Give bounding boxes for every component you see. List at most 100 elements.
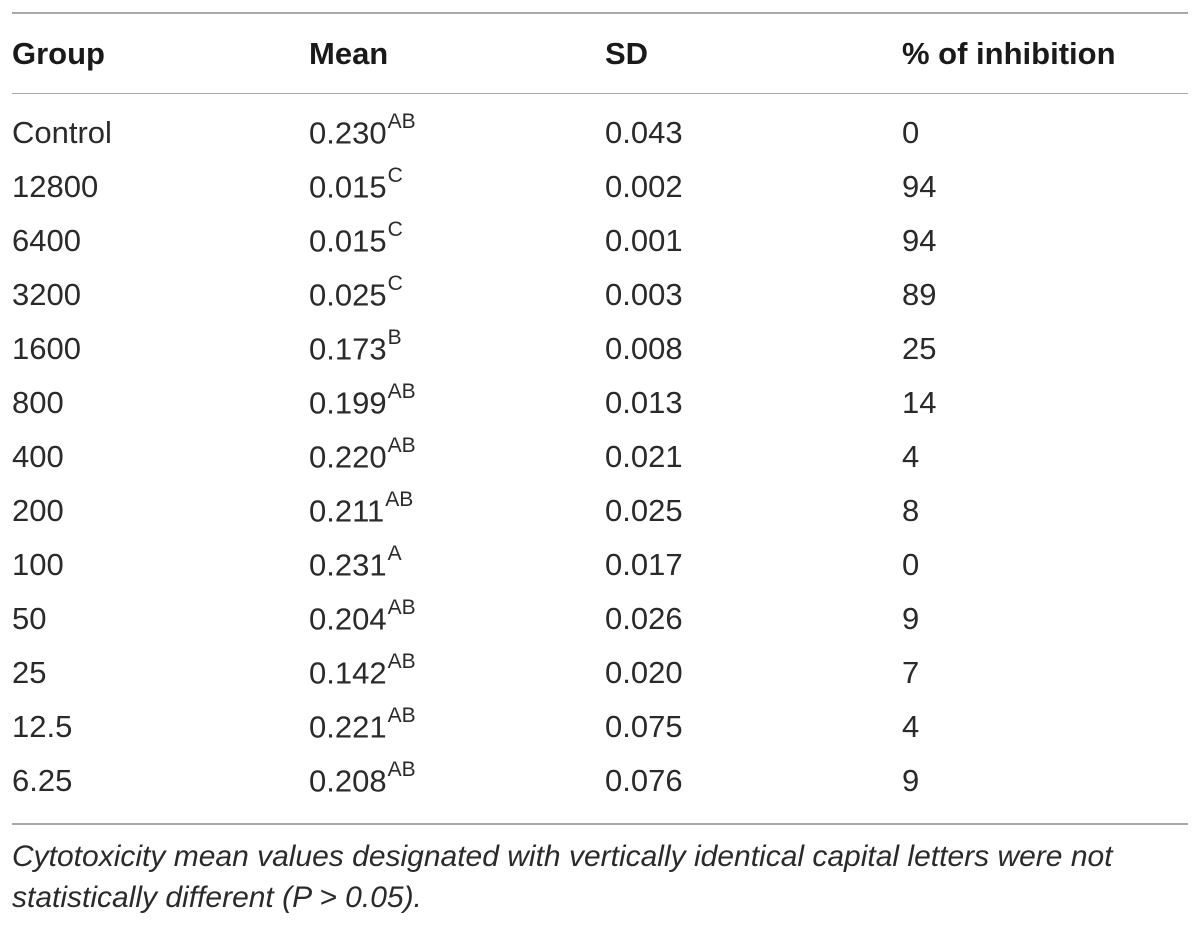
cell-mean: 0.015C (309, 214, 605, 268)
cell-sd: 0.021 (605, 439, 683, 474)
cell-inhibition: 4 (902, 709, 920, 744)
cell-sd: 0.002 (605, 169, 683, 204)
mean-value: 0.221 (309, 709, 387, 745)
table-body: Control 0.230AB 0.043 0 12800 0.015C 0.002 94 64… (12, 93, 1188, 808)
table-header-row: Group Mean SD % of inhibition (12, 14, 1188, 93)
cell-mean: 0.015C (309, 160, 605, 214)
significance-letters: AB (387, 650, 416, 674)
cell-inhibition: 0 (902, 547, 920, 582)
cell-sd: 0.008 (605, 331, 683, 366)
mean-value: 0.173 (309, 331, 387, 367)
cell-sd: 0.026 (605, 601, 683, 636)
cell-inhibition: 89 (902, 277, 937, 312)
cell-inhibition: 9 (902, 601, 920, 636)
significance-letters: AB (387, 758, 416, 782)
significance-letters: C (387, 218, 403, 242)
table-row: 200 0.211AB 0.025 8 (12, 484, 1188, 538)
table-row: 6400 0.015C 0.001 94 (12, 214, 1188, 268)
cell-group: 12.5 (12, 709, 73, 744)
mean-value: 0.211 (309, 493, 385, 529)
cell-inhibition: 94 (902, 169, 937, 204)
significance-letters: A (387, 542, 402, 566)
mean-value: 0.015 (309, 169, 387, 205)
mean-value: 0.142 (309, 655, 387, 691)
cell-group: 800 (12, 385, 64, 420)
significance-letters: C (387, 272, 403, 296)
cell-inhibition: 8 (902, 493, 920, 528)
cytotoxicity-table: Group Mean SD % of inhibition Control 0.2… (12, 14, 1188, 808)
cell-mean: 0.230AB (309, 93, 605, 160)
table-row: 50 0.204AB 0.026 9 (12, 592, 1188, 646)
cell-sd: 0.025 (605, 493, 683, 528)
table-row: 12.5 0.221AB 0.075 4 (12, 700, 1188, 754)
header-mean: Mean (309, 35, 389, 71)
table-row: 1600 0.173B 0.008 25 (12, 322, 1188, 376)
cell-group: 6400 (12, 223, 81, 258)
cell-sd: 0.075 (605, 709, 683, 744)
cell-inhibition: 14 (902, 385, 937, 420)
table-row: Control 0.230AB 0.043 0 (12, 93, 1188, 160)
cell-inhibition: 25 (902, 331, 937, 366)
cell-group: 100 (12, 547, 64, 582)
cell-inhibition: 0 (902, 115, 920, 150)
mean-value: 0.208 (309, 763, 387, 799)
cell-inhibition: 7 (902, 655, 920, 690)
cell-mean: 0.231A (309, 538, 605, 592)
cell-sd: 0.043 (605, 115, 683, 150)
cell-sd: 0.076 (605, 763, 683, 798)
mean-value: 0.015 (309, 223, 387, 259)
table-row: 3200 0.025C 0.003 89 (12, 268, 1188, 322)
significance-letters: AB (387, 704, 416, 728)
table-footnote: Cytotoxicity mean values designated with… (12, 840, 1113, 914)
mean-value: 0.220 (309, 439, 387, 475)
cell-mean: 0.025C (309, 268, 605, 322)
cell-inhibition: 94 (902, 223, 937, 258)
cell-sd: 0.001 (605, 223, 683, 258)
cell-inhibition: 4 (902, 439, 920, 474)
significance-letters: AB (387, 110, 416, 134)
cell-group: 200 (12, 493, 64, 528)
cell-mean: 0.204AB (309, 592, 605, 646)
cell-mean: 0.221AB (309, 700, 605, 754)
cell-group: 6.25 (12, 763, 73, 798)
cell-sd: 0.013 (605, 385, 683, 420)
cell-group: Control (12, 115, 112, 150)
cell-group: 50 (12, 601, 47, 636)
table-row: 800 0.199AB 0.013 14 (12, 376, 1188, 430)
header-inhibition: % of inhibition (902, 35, 1116, 71)
header-group: Group (12, 35, 105, 71)
table-row: 25 0.142AB 0.020 7 (12, 646, 1188, 700)
cell-group: 25 (12, 655, 47, 690)
header-sd: SD (605, 35, 649, 71)
significance-letters: AB (387, 380, 416, 404)
significance-letters: AB (387, 596, 416, 620)
mean-value: 0.231 (309, 547, 387, 583)
cell-mean: 0.173B (309, 322, 605, 376)
mean-value: 0.025 (309, 277, 387, 313)
table-row: 6.25 0.208AB 0.076 9 (12, 754, 1188, 808)
cell-mean: 0.199AB (309, 376, 605, 430)
cell-sd: 0.017 (605, 547, 683, 582)
cell-group: 12800 (12, 169, 99, 204)
cell-group: 1600 (12, 331, 81, 366)
cell-group: 400 (12, 439, 64, 474)
cell-mean: 0.142AB (309, 646, 605, 700)
table-row: 100 0.231A 0.017 0 (12, 538, 1188, 592)
significance-letters: AB (385, 488, 414, 512)
table-header-rule (12, 93, 1188, 94)
mean-value: 0.230 (309, 115, 387, 151)
cell-mean: 0.208AB (309, 754, 605, 808)
table-row: 12800 0.015C 0.002 94 (12, 160, 1188, 214)
significance-letters: C (387, 164, 403, 188)
cell-sd: 0.020 (605, 655, 683, 690)
table-top-rule (12, 12, 1188, 14)
table-row: 400 0.220AB 0.021 4 (12, 430, 1188, 484)
significance-letters: B (387, 326, 402, 350)
cell-mean: 0.220AB (309, 430, 605, 484)
cell-mean: 0.211AB (309, 484, 605, 538)
table-bottom-rule (12, 823, 1188, 825)
significance-letters: AB (387, 434, 416, 458)
cell-sd: 0.003 (605, 277, 683, 312)
mean-value: 0.204 (309, 601, 387, 637)
